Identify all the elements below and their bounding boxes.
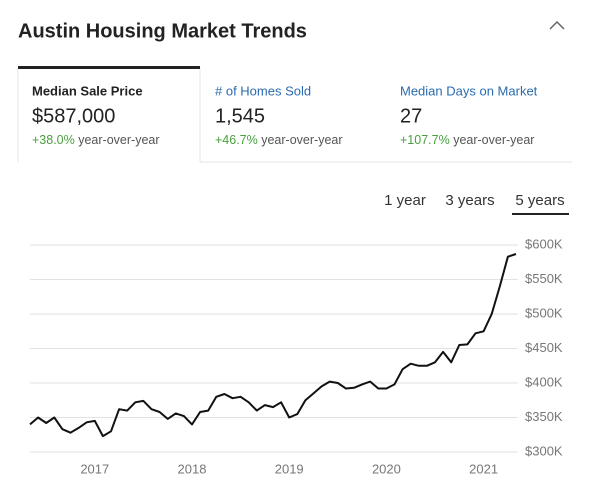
range-indicator [512,213,569,215]
stat-label: # of Homes Sold [215,83,311,98]
change: +46.7% [215,133,258,147]
stat-label: Median Sale Price [32,83,143,98]
x-tick-label: 2017 [80,461,109,476]
range-button[interactable]: 1 year [384,192,426,209]
y-tick-label: $400K [525,374,563,389]
stat-tab[interactable]: # of Homes Sold 1,545 +46.7% year-over-y… [215,83,343,147]
y-tick-label: $550K [525,271,563,286]
x-tick-label: 2021 [469,461,498,476]
stat-value: 1,545 [215,105,265,127]
range-button[interactable]: 3 years [445,192,494,209]
title: Austin Housing Market Trends [18,20,307,42]
collapse-chevron[interactable] [549,20,565,30]
stat-value: $587,000 [32,105,115,127]
x-tick-label: 2020 [372,461,401,476]
stat-change: +107.7% year-over-year [400,133,534,147]
x-tick-label: 2018 [178,461,207,476]
y-tick-label: $350K [525,409,563,424]
y-tick-label: $450K [525,340,563,355]
x-tick-label: 2019 [275,461,304,476]
change: +38.0% [32,133,75,147]
change: +107.7% [400,133,450,147]
stat-change: +46.7% year-over-year [215,133,343,147]
stat-tab[interactable]: Median Days on Market 27 +107.7% year-ov… [400,83,538,147]
stat-value: 27 [400,105,422,127]
y-tick-label: $500K [525,305,563,320]
change-note: year-over-year [261,133,342,147]
active-tab-indicator [18,66,200,69]
change-note: year-over-year [453,133,534,147]
change-note: year-over-year [78,133,159,147]
y-tick-label: $600K [525,236,563,251]
y-tick-label: $300K [525,443,563,458]
stat-tab[interactable]: Median Sale Price $587,000 +38.0% year-o… [32,83,160,147]
range-button[interactable]: 5 years [515,192,564,209]
stat-change: +38.0% year-over-year [32,133,160,147]
stat-label: Median Days on Market [400,83,538,98]
price-line [29,253,517,438]
